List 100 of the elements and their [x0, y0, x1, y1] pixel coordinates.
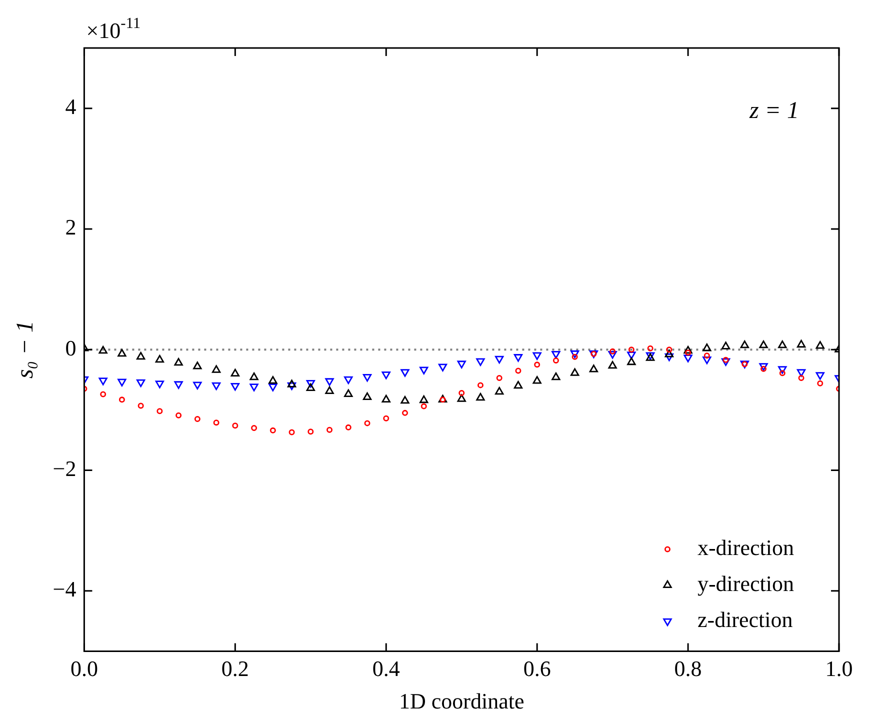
point — [268, 376, 278, 384]
point — [702, 343, 712, 352]
point — [362, 392, 372, 400]
point — [515, 368, 522, 374]
point — [495, 386, 504, 395]
legend-label: y-direction — [697, 570, 794, 596]
point — [155, 354, 164, 363]
point — [213, 420, 220, 426]
point — [176, 412, 182, 418]
point — [400, 369, 410, 377]
annotation: z = 1 — [748, 98, 800, 124]
point — [232, 422, 238, 429]
y-tick-label: 0 — [65, 335, 76, 360]
point — [816, 372, 824, 380]
point — [816, 341, 824, 349]
point — [608, 360, 617, 369]
point — [98, 378, 108, 386]
point — [100, 391, 106, 398]
point — [627, 357, 636, 366]
point — [306, 380, 315, 388]
point — [193, 382, 202, 390]
point — [268, 384, 278, 392]
point — [798, 374, 804, 381]
point — [664, 350, 674, 358]
point — [420, 395, 428, 404]
point — [344, 376, 353, 384]
point — [325, 386, 334, 394]
x-tick-label: 0.8 — [674, 656, 702, 682]
point — [138, 402, 144, 409]
point — [570, 350, 580, 358]
point — [212, 382, 221, 390]
point — [136, 352, 146, 360]
x-tick-label: 0.2 — [221, 656, 249, 682]
point — [288, 429, 295, 436]
point — [118, 378, 126, 386]
point — [308, 428, 314, 435]
point — [608, 351, 617, 359]
point — [326, 426, 333, 433]
point — [438, 364, 448, 372]
point — [457, 360, 466, 368]
point — [796, 340, 806, 348]
point — [362, 374, 372, 382]
point — [477, 382, 484, 388]
point — [721, 342, 730, 350]
point — [230, 382, 240, 391]
legend-label: x-direction — [697, 534, 794, 560]
point — [721, 358, 730, 366]
point — [457, 394, 466, 402]
point — [174, 358, 183, 366]
point — [627, 352, 636, 360]
point — [383, 415, 390, 422]
point — [98, 346, 108, 354]
point — [382, 394, 390, 402]
point — [552, 357, 559, 364]
point — [402, 410, 408, 416]
point — [270, 427, 276, 434]
x-tick-label: 1.0 — [825, 656, 853, 682]
point — [325, 378, 334, 386]
point — [306, 383, 315, 392]
point — [250, 384, 258, 392]
point — [155, 380, 164, 388]
point — [778, 340, 787, 348]
y-tick-label: 4 — [65, 94, 76, 120]
point — [194, 416, 200, 422]
point — [420, 403, 427, 410]
point — [193, 362, 202, 370]
point — [740, 340, 749, 348]
point — [251, 425, 258, 432]
point — [778, 366, 787, 374]
point — [628, 346, 634, 353]
point — [364, 420, 370, 426]
point — [287, 382, 296, 390]
point — [420, 366, 428, 374]
point — [476, 358, 485, 366]
point — [136, 379, 146, 388]
point — [684, 354, 692, 362]
point — [759, 363, 768, 371]
point — [400, 396, 410, 404]
point — [287, 380, 296, 388]
point — [817, 380, 824, 386]
point — [684, 346, 692, 354]
point — [610, 348, 616, 354]
point — [759, 340, 768, 348]
point — [230, 368, 240, 377]
y-tick-label: −2 — [52, 456, 76, 482]
point — [534, 362, 540, 368]
point — [458, 390, 465, 396]
x-tick-label: 0.4 — [372, 656, 400, 682]
point — [212, 365, 221, 373]
point — [118, 348, 126, 357]
y-tick-label: 2 — [65, 214, 76, 240]
point — [552, 372, 560, 380]
point — [156, 408, 163, 414]
point — [514, 380, 523, 389]
point — [570, 368, 580, 376]
point — [589, 364, 598, 372]
x-axis-title: 1D coordinate — [398, 688, 524, 714]
y-axis-title: s₀ − 1 — [12, 320, 39, 379]
point — [345, 424, 352, 430]
point — [796, 369, 806, 377]
